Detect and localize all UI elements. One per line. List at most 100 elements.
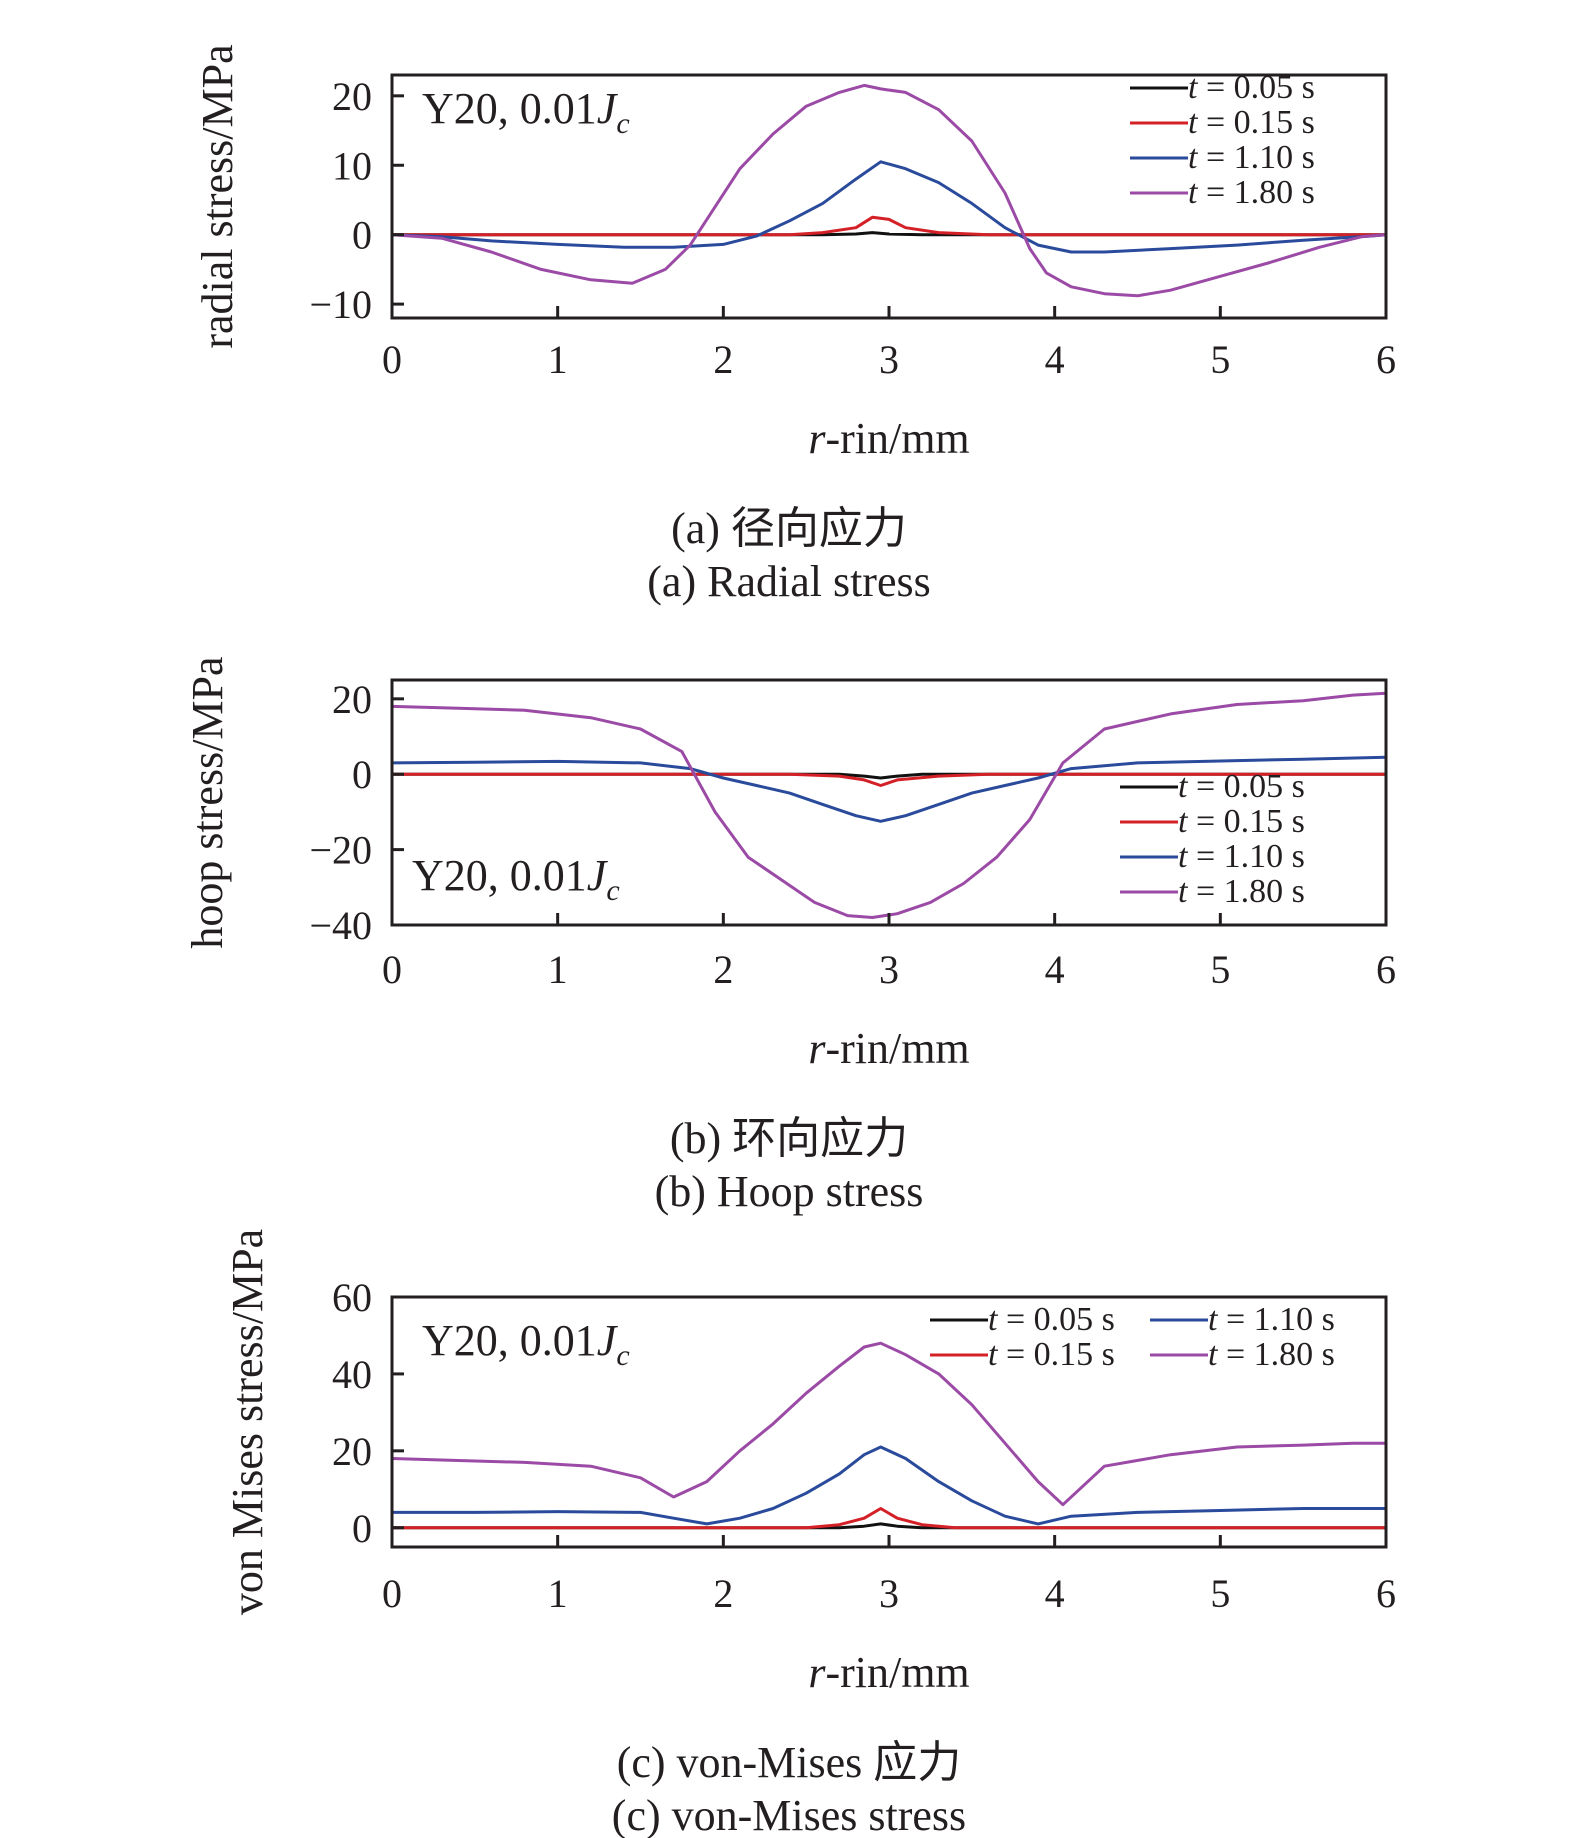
caption-chinese: (b) 环向应力 <box>670 1114 908 1163</box>
y-axis-label: hoop stress/MPa <box>183 656 232 948</box>
x-tick-label: 4 <box>1045 947 1065 992</box>
legend-entry-t180: t = 1.80 s <box>1178 873 1305 910</box>
y-tick-label: 10 <box>332 143 372 188</box>
x-axis-label-var: r <box>808 414 826 463</box>
panel-annotation: Y20, 0.01Jc <box>422 1316 630 1372</box>
legend-var: t <box>1208 1301 1219 1338</box>
legend-entry-t180: t = 1.80 s <box>1188 174 1315 211</box>
x-tick-label: 2 <box>713 337 733 382</box>
series-line-t015 <box>392 772 1386 787</box>
panel-hoop: 0 1 2 3 4 5 6 −40 −20 0 20 r-rin/mm hoop stress/MPa Y… <box>183 656 1396 1216</box>
legend-entry-t110: t = 1.10 s <box>1188 139 1315 176</box>
x-tick-label: 5 <box>1210 337 1230 382</box>
y-tick-label: 20 <box>332 74 372 119</box>
legend-value: = 1.80 s <box>1217 1336 1334 1373</box>
legend-entry-t005: t = 0.05 s <box>1188 69 1315 106</box>
legend-var: t <box>988 1336 999 1373</box>
series-line-t110 <box>391 160 1387 254</box>
x-axis-label-unit: -rin/mm <box>825 1024 969 1073</box>
y-tick-label: −10 <box>309 282 372 327</box>
legend-value: = 0.15 s <box>1197 104 1314 141</box>
series-line-t005 <box>392 1522 1386 1530</box>
annotation-j: J <box>597 84 619 133</box>
legend-var: t <box>1188 174 1199 211</box>
y-tick-label: 40 <box>332 1352 372 1397</box>
annotation-subscript: c <box>616 107 629 140</box>
legend-var: t <box>1178 838 1189 875</box>
legend-var: t <box>988 1301 999 1338</box>
legend-var: t <box>1178 873 1189 910</box>
legend-entry-t015: t = 0.15 s <box>1178 803 1305 840</box>
x-axis-label-unit: -rin/mm <box>825 1648 969 1697</box>
legend-value: = 0.15 s <box>997 1336 1114 1373</box>
annotation-j: J <box>587 851 609 900</box>
y-axis-label: radial stress/MPa <box>193 44 242 348</box>
legend-value: = 0.05 s <box>1187 768 1304 805</box>
y-tick-label: 0 <box>352 752 372 797</box>
legend-entry-t005: t = 0.05 s <box>988 1301 1115 1338</box>
y-tick-label: 20 <box>332 1429 372 1474</box>
x-tick-label: 0 <box>382 337 402 382</box>
x-tick-label: 6 <box>1376 337 1396 382</box>
y-tick-label: −40 <box>309 903 372 948</box>
legend-var: t <box>1178 768 1189 805</box>
legend-entry-t110: t = 1.10 s <box>1208 1301 1335 1338</box>
x-tick-label: 1 <box>548 947 568 992</box>
x-tick-label: 1 <box>548 337 568 382</box>
x-tick-label: 0 <box>382 1571 402 1616</box>
x-tick-label: 2 <box>713 947 733 992</box>
x-axis-label-var: r <box>808 1024 826 1073</box>
x-tick-label: 0 <box>382 947 402 992</box>
caption-chinese: (c) von-Mises 应力 <box>617 1738 962 1787</box>
panel-annotation: Y20, 0.01Jc <box>422 84 630 140</box>
annotation-subscript: c <box>606 874 619 907</box>
legend-var: t <box>1188 69 1199 106</box>
caption-english: (c) von-Mises stress <box>612 1791 966 1838</box>
series-line-t015 <box>392 1507 1386 1530</box>
series-line-t005 <box>392 231 1386 237</box>
legend: t = 0.05 st = 0.15 st = 1.10 st = 1.80 s <box>1130 69 1315 211</box>
y-tick-label: 60 <box>332 1275 372 1320</box>
x-tick-label: 4 <box>1045 1571 1065 1616</box>
legend-entry-t110: t = 1.10 s <box>1178 838 1305 875</box>
legend-entry-t005: t = 0.05 s <box>1178 768 1305 805</box>
x-axis-label: r-rin/mm <box>808 414 969 463</box>
legend-value: = 0.05 s <box>997 1301 1114 1338</box>
legend-value: = 0.05 s <box>1197 69 1314 106</box>
x-tick-label: 1 <box>548 1571 568 1616</box>
legend-value: = 0.15 s <box>1187 803 1304 840</box>
legend-var: t <box>1188 139 1199 176</box>
series-line-t180 <box>391 691 1387 919</box>
caption-english: (a) Radial stress <box>647 557 930 606</box>
x-tick-label: 2 <box>713 1571 733 1616</box>
x-axis-label: r-rin/mm <box>808 1024 969 1073</box>
legend-entry-t015: t = 0.15 s <box>988 1336 1115 1373</box>
y-tick-label: −20 <box>309 828 372 873</box>
y-axis-label: von Mises stress/MPa <box>223 1229 272 1615</box>
series-line-t005 <box>392 772 1386 780</box>
x-tick-label: 3 <box>879 947 899 992</box>
series-line-t110 <box>391 755 1387 823</box>
x-tick-label: 5 <box>1210 947 1230 992</box>
caption-chinese: (a) 径向应力 <box>671 504 907 553</box>
legend-value: = 1.80 s <box>1197 174 1314 211</box>
y-tick-label: 0 <box>352 213 372 258</box>
annotation-main: Y20, 0.01 <box>422 1316 597 1365</box>
caption-english: (b) Hoop stress <box>655 1167 924 1216</box>
annotation-j: J <box>597 1316 619 1365</box>
y-tick-label: 20 <box>332 677 372 722</box>
legend: t = 0.05 st = 0.15 st = 1.10 st = 1.80 s <box>1120 768 1305 910</box>
annotation-main: Y20, 0.01 <box>422 84 597 133</box>
x-tick-label: 6 <box>1376 1571 1396 1616</box>
series-group <box>391 1341 1386 1530</box>
x-tick-label: 5 <box>1210 1571 1230 1616</box>
x-tick-label: 3 <box>879 1571 899 1616</box>
legend-var: t <box>1188 104 1199 141</box>
legend-value: = 1.10 s <box>1217 1301 1334 1338</box>
x-tick-label: 6 <box>1376 947 1396 992</box>
legend-entry-t015: t = 0.15 s <box>1188 104 1315 141</box>
x-axis-label: r-rin/mm <box>808 1648 969 1697</box>
